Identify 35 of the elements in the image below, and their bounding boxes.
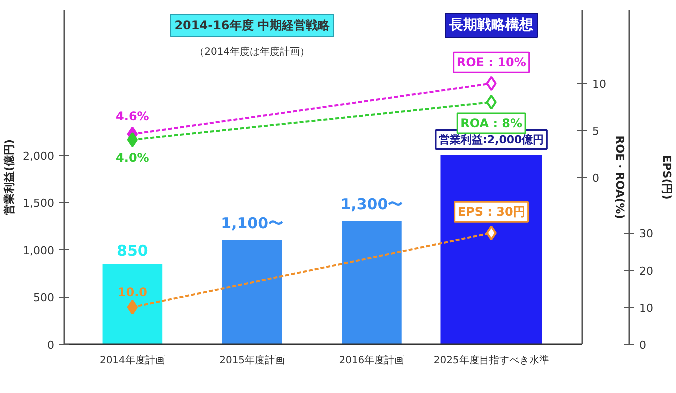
y-axis-title: 営業利益(億円) bbox=[3, 139, 16, 216]
y2-tick-label: 5 bbox=[592, 125, 600, 138]
data-label: 4.6% bbox=[116, 109, 150, 124]
y-tick-label: 1,500 bbox=[23, 197, 55, 210]
y3-tick-label: 20 bbox=[640, 264, 654, 278]
bar bbox=[342, 221, 402, 344]
data-label: 1,300〜 bbox=[340, 195, 404, 214]
y-tick-label: 0 bbox=[48, 339, 54, 352]
x-tick-label: 2025年度目指すべき水準 bbox=[434, 354, 550, 366]
text: （2014年度は年度計画） bbox=[194, 46, 310, 58]
text: 2014-16年度 中期経営戦略 bbox=[174, 18, 331, 32]
y3-tick-label: 10 bbox=[640, 302, 654, 315]
data-label: 1,100〜 bbox=[221, 214, 284, 232]
bar bbox=[222, 240, 282, 344]
annotation: 長期戦略構想 bbox=[448, 18, 535, 34]
y-tick-label: 1,000 bbox=[23, 244, 55, 258]
y2-tick-label: 10 bbox=[592, 78, 606, 92]
data-label: 4.0% bbox=[116, 150, 150, 165]
bar bbox=[102, 264, 163, 344]
data-label: 10.0 bbox=[118, 285, 148, 300]
data-label: ROA : 8% bbox=[460, 116, 523, 130]
data-label: EPS : 30円 bbox=[458, 205, 526, 220]
y2-axis-title: ROE・ROA(%) bbox=[613, 136, 626, 220]
y-tick-label: 500 bbox=[34, 292, 55, 305]
y3-tick-label: 30 bbox=[640, 228, 654, 241]
data-label: ROE : 10% bbox=[456, 56, 526, 70]
x-tick-label: 2015年度計画 bbox=[220, 354, 286, 366]
data-label: 営業利益:2,000億円 bbox=[438, 133, 544, 146]
y3-axis-title: EPS(円) bbox=[660, 155, 674, 200]
data-label: 850 bbox=[117, 242, 148, 260]
y-tick-label: 2,000 bbox=[23, 150, 55, 163]
x-tick-label: 2014年度計画 bbox=[100, 354, 166, 366]
y3-tick-label: 0 bbox=[640, 339, 646, 352]
x-tick-label: 2016年度計画 bbox=[339, 354, 405, 366]
y2-tick-label: 0 bbox=[592, 172, 600, 185]
